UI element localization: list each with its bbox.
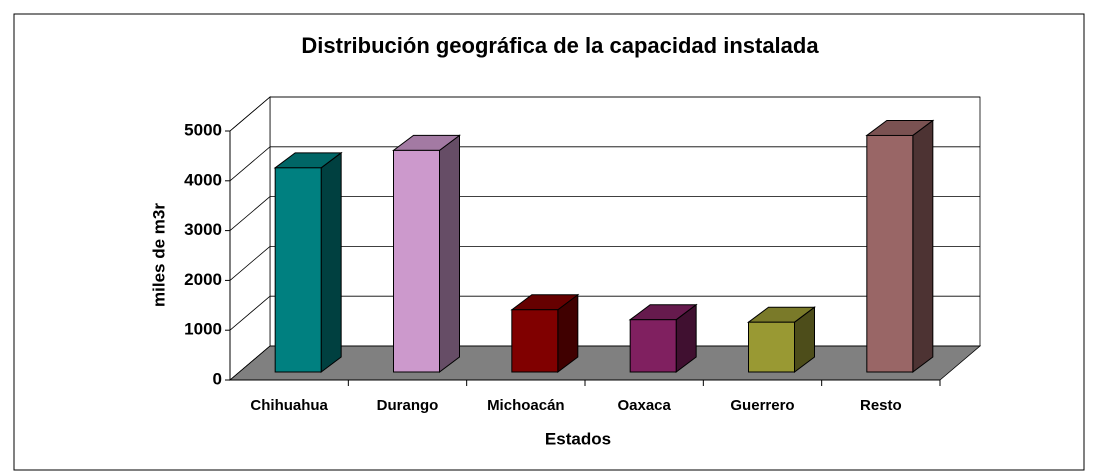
x-tick-label: Chihuahua (250, 397, 328, 414)
y-axis-label: miles de m3r (149, 203, 168, 307)
plot-area: 0 1000 2000 3000 4000 5000 Chihuahua Durango Mic… (184, 96, 982, 414)
grid-line (229, 96, 271, 132)
bar (747, 306, 816, 373)
bar (628, 303, 698, 373)
grid-line (229, 345, 271, 381)
side-wall (229, 96, 271, 381)
bar-front (866, 134, 914, 373)
x-tick-label: Resto (860, 397, 902, 414)
y-tick-label: 2000 (184, 270, 222, 289)
grid-line (229, 295, 271, 331)
y-tick-label: 5000 (184, 120, 222, 139)
y-tick-label: 4000 (184, 170, 222, 189)
x-tick-label: Guerrero (730, 397, 794, 414)
x-tick-label: Durango (377, 397, 439, 414)
chart-title: Distribución geográfica de la capacidad … (301, 33, 819, 58)
bar-front (393, 149, 440, 373)
y-tick-label: 3000 (184, 220, 222, 239)
bar (865, 119, 935, 373)
grid-line (229, 246, 271, 281)
x-tick-label: Oaxaca (617, 397, 671, 414)
x-tick-label: Michoacán (487, 397, 565, 414)
grid-line (229, 146, 271, 182)
bar-side (320, 151, 342, 373)
bar (392, 134, 461, 373)
bar (273, 151, 343, 373)
y-tick-label: 1000 (184, 320, 222, 339)
bar-front (274, 167, 322, 373)
y-tick-label: 0 (213, 369, 222, 388)
bar-front (511, 309, 559, 373)
bar (510, 293, 580, 373)
bar-front (748, 321, 795, 373)
bar-side (439, 134, 460, 373)
x-axis-label: Estados (545, 429, 611, 448)
bar-front (629, 319, 677, 373)
grid-line (229, 196, 271, 231)
bar-side (912, 119, 934, 373)
